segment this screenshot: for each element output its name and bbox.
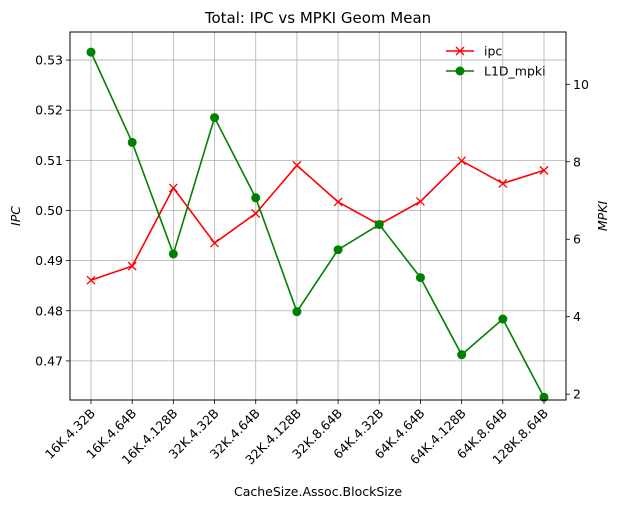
data-point-ipc-stroke: [127, 261, 137, 271]
data-point-ipc: [333, 197, 343, 207]
data-point-ipc-stroke: [86, 275, 96, 285]
data-point-l1d-mpki: [374, 220, 384, 230]
y-left-tick-label: 0.51: [35, 153, 63, 168]
y-left-tick-label: 0.53: [35, 53, 63, 68]
plot-frame: [69, 31, 567, 401]
legend-marker-ipc: [455, 46, 465, 56]
data-point-ipc: [251, 209, 261, 218]
y-right-tick-label: 4: [573, 309, 581, 324]
legend-marker-l1d-mpki: [455, 66, 465, 76]
y-right-tick-label: 2: [573, 387, 581, 402]
data-point-l1d-mpki: [251, 193, 261, 203]
y-right-tick-label: 10: [573, 77, 589, 92]
series-line-l1d-mpki: [90, 51, 545, 398]
y-right-tick-label: 8: [573, 154, 581, 169]
y-axis-left-label: IPC: [8, 206, 23, 226]
y-left-tick-label: 0.52: [35, 103, 63, 118]
y-right-tick-label: 6: [573, 232, 581, 247]
data-point-ipc-stroke: [292, 160, 302, 170]
data-point-l1d-mpki: [210, 113, 220, 123]
data-point-ipc-stroke: [415, 197, 425, 206]
data-point-ipc: [86, 275, 96, 285]
x-axis-label: CacheSize.Assoc.BlockSize: [234, 484, 402, 499]
axes: 16K.4.32B16K.4.64B16K.4.128B32K.4.32B32K…: [35, 53, 589, 468]
data-point-l1d-mpki: [333, 245, 343, 255]
data-point-ipc: [168, 183, 178, 193]
data-point-ipc: [415, 197, 425, 206]
data-point-ipc: [457, 156, 467, 166]
y-left-tick-label: 0.48: [35, 303, 63, 318]
data-point-l1d-mpki: [86, 47, 96, 57]
data-point-ipc-stroke: [168, 183, 178, 193]
grid: [70, 32, 566, 400]
data-point-ipc: [498, 178, 508, 188]
data-point-ipc-stroke: [333, 197, 343, 207]
data-point-l1d-mpki: [457, 350, 467, 360]
data-point-l1d-mpki: [498, 314, 508, 324]
data-point-l1d-mpki: [292, 307, 302, 317]
series-line-ipc: [90, 159, 545, 281]
data-point-ipc-stroke: [210, 238, 220, 248]
data-point-l1d-mpki: [168, 249, 178, 259]
data-point-ipc: [210, 238, 220, 248]
data-point-l1d-mpki: [415, 273, 425, 283]
legend: ipc L1D_mpki: [446, 44, 546, 79]
data-point-ipc-stroke: [457, 156, 467, 166]
data-point-ipc: [292, 160, 302, 170]
legend-marker-ipc-stroke: [455, 46, 465, 56]
chart-title: Total: IPC vs MPKI Geom Mean: [204, 9, 431, 27]
data-point-l1d-mpki: [127, 137, 137, 147]
data-point-ipc: [127, 261, 137, 271]
legend-label-ipc: ipc: [484, 44, 502, 59]
data-point-ipc-stroke: [539, 165, 549, 175]
data-point-ipc-stroke: [498, 178, 508, 188]
y-left-tick-label: 0.47: [35, 353, 63, 368]
y-left-tick-label: 0.49: [35, 253, 63, 268]
y-left-tick-label: 0.50: [35, 203, 63, 218]
y-axis-right-label: MPKI: [595, 201, 610, 232]
data-point-ipc-stroke: [251, 209, 261, 218]
series-layer: [86, 47, 549, 402]
legend-label-l1d-mpki: L1D_mpki: [484, 64, 546, 79]
data-point-ipc: [539, 165, 549, 175]
